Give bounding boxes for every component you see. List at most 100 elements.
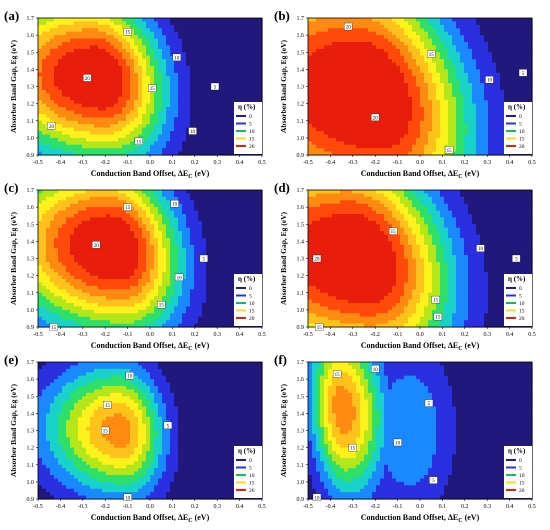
heatmap-cell	[476, 55, 481, 60]
heatmap-cell	[456, 141, 461, 146]
heatmap-cell	[86, 117, 91, 122]
heatmap-cell	[226, 96, 231, 101]
heatmap-cell	[190, 45, 195, 50]
heatmap-cell	[392, 131, 397, 136]
heatmap-cell	[182, 127, 187, 132]
heatmap-cell	[388, 24, 393, 29]
heatmap-cell	[50, 248, 55, 253]
heatmap-cell	[154, 59, 159, 64]
heatmap-cell	[472, 59, 477, 64]
heatmap-cell	[182, 65, 187, 70]
heatmap-cell	[416, 69, 421, 74]
heatmap-cell	[444, 134, 449, 139]
heatmap-cell	[54, 261, 59, 266]
heatmap-cell	[170, 120, 175, 125]
heatmap-cell	[444, 137, 449, 142]
heatmap-cell	[82, 134, 87, 139]
heatmap-cell	[102, 48, 107, 53]
heatmap-cell	[50, 55, 55, 60]
heatmap-cell	[154, 24, 159, 29]
heatmap-cell	[226, 41, 231, 46]
heatmap-cell	[50, 137, 55, 142]
heatmap-cell	[146, 69, 151, 74]
heatmap-cell	[182, 103, 187, 108]
heatmap-cell	[336, 127, 341, 132]
heatmap-cell	[476, 65, 481, 70]
heatmap-cell	[102, 18, 107, 23]
heatmap-cell	[66, 210, 71, 215]
heatmap-cell	[368, 48, 373, 53]
heatmap-cell	[126, 18, 131, 23]
heatmap-cell	[202, 137, 207, 142]
heatmap-cell	[106, 93, 111, 98]
heatmap-cell	[46, 296, 51, 301]
heatmap-cell	[408, 48, 413, 53]
heatmap-cell	[436, 100, 441, 105]
heatmap-cell	[230, 21, 235, 26]
heatmap-cell	[468, 134, 473, 139]
heatmap-cell	[74, 89, 79, 94]
y-tick-label: 1.4	[27, 67, 35, 73]
heatmap-cell	[78, 134, 83, 139]
heatmap-cell	[512, 35, 517, 40]
heatmap-cell	[46, 41, 51, 46]
heatmap-cell	[352, 21, 357, 26]
heatmap-cell	[58, 41, 63, 46]
heatmap-cell	[66, 69, 71, 74]
heatmap-cell	[162, 55, 167, 60]
heatmap-cell	[38, 323, 43, 328]
heatmap-cell	[166, 52, 171, 57]
heatmap-cell	[384, 28, 389, 33]
heatmap-cell	[468, 69, 473, 74]
heatmap-cell	[162, 89, 167, 94]
heatmap-cell	[114, 107, 119, 112]
heatmap-cell	[54, 141, 59, 146]
heatmap-cell	[50, 258, 55, 263]
heatmap-cell	[388, 100, 393, 105]
heatmap-cell	[162, 120, 167, 125]
heatmap-cell	[54, 241, 59, 246]
heatmap-cell	[194, 96, 199, 101]
heatmap-cell	[448, 110, 453, 115]
heatmap-cell	[332, 79, 337, 84]
heatmap-cell	[70, 52, 75, 57]
heatmap-cell	[460, 96, 465, 101]
heatmap-cell	[66, 200, 71, 205]
heatmap-cell	[416, 117, 421, 122]
heatmap-cell	[444, 72, 449, 77]
heatmap-cell	[500, 18, 505, 23]
heatmap-cell	[328, 38, 333, 43]
heatmap-cell	[126, 59, 131, 64]
heatmap-cell	[70, 45, 75, 50]
heatmap-cell	[496, 100, 501, 105]
heatmap-cell	[408, 69, 413, 74]
heatmap-cell	[38, 151, 43, 156]
heatmap-cell	[58, 93, 63, 98]
heatmap-cell	[66, 31, 71, 36]
heatmap-cell	[440, 21, 445, 26]
heatmap-cell	[412, 52, 417, 57]
heatmap-cell	[396, 144, 401, 149]
heatmap-cell	[416, 18, 421, 23]
heatmap-cell	[138, 21, 143, 26]
heatmap-cell	[524, 21, 529, 26]
heatmap-cell	[472, 52, 477, 57]
heatmap-cell	[364, 52, 369, 57]
heatmap-cell	[444, 48, 449, 53]
heatmap-cell	[316, 113, 321, 118]
heatmap-cell	[242, 65, 247, 70]
heatmap-cell	[246, 59, 251, 64]
heatmap-cell	[476, 45, 481, 50]
heatmap-cell	[138, 131, 143, 136]
heatmap-cell	[198, 59, 203, 64]
heatmap-cell	[396, 65, 401, 70]
heatmap-cell	[452, 55, 457, 60]
heatmap-cell	[186, 141, 191, 146]
heatmap-cell	[186, 120, 191, 125]
heatmap-cell	[86, 52, 91, 57]
heatmap-cell	[332, 144, 337, 149]
heatmap-cell	[424, 110, 429, 115]
heatmap-cell	[174, 107, 179, 112]
heatmap-cell	[352, 110, 357, 115]
heatmap-cell	[74, 224, 79, 229]
